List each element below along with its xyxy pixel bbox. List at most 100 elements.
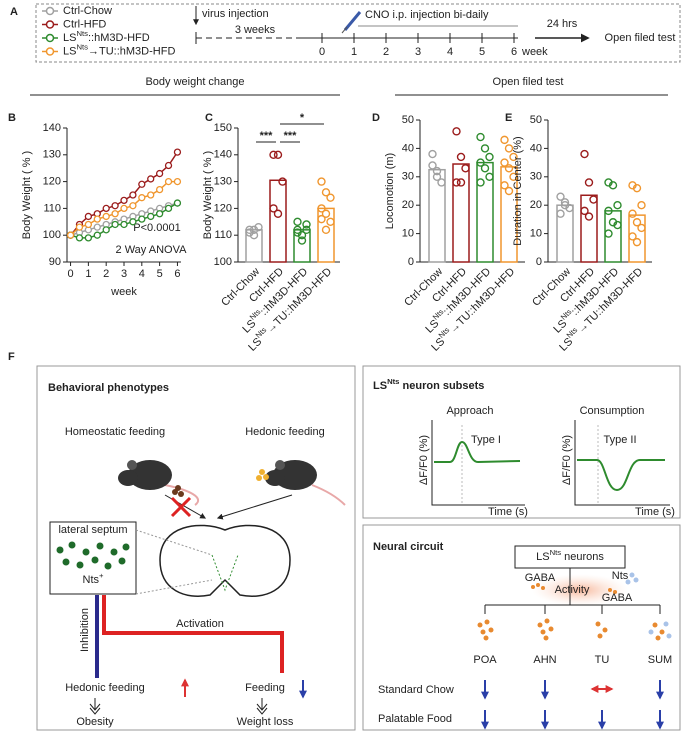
legend-marker	[45, 33, 55, 43]
data-point	[102, 226, 110, 234]
data-point	[84, 234, 93, 242]
data-point	[613, 200, 622, 210]
y-tick-label: 30	[530, 171, 542, 183]
data-point	[500, 158, 509, 167]
subsets-box	[362, 365, 681, 519]
data-point	[93, 215, 101, 223]
bar	[476, 161, 494, 263]
x-tick-label: 5	[157, 268, 163, 280]
timeline-tick-label: 5	[479, 46, 485, 58]
label: Approach	[446, 405, 493, 417]
data-point	[93, 231, 101, 239]
data-point	[147, 191, 155, 199]
data-point	[584, 178, 594, 187]
data-point	[302, 220, 311, 229]
activation-line	[102, 595, 284, 673]
label: Weight loss	[237, 716, 294, 728]
label: Type II	[603, 434, 636, 446]
data-point	[147, 212, 155, 221]
y-axis-label: Body Weight ( % )	[202, 151, 214, 239]
significance-label: ***	[284, 130, 298, 142]
data-point	[461, 164, 470, 173]
panel-letter: D	[372, 112, 380, 124]
y-tick-label: 150	[214, 122, 232, 134]
data-point	[613, 220, 622, 230]
legend-marker	[45, 47, 55, 56]
arrow	[216, 494, 293, 520]
timeline-label: 24 hrs	[547, 18, 578, 30]
data-point	[273, 209, 283, 218]
trace-axes	[431, 420, 670, 506]
data-point	[321, 209, 331, 218]
legend-marker	[45, 20, 55, 29]
legend-label: LSNts→TU::hM3D-HFD	[63, 42, 175, 57]
bar	[293, 229, 311, 263]
data-point	[66, 231, 75, 239]
y-tick-label: 140	[214, 149, 232, 161]
label: Nts	[612, 570, 629, 582]
label: Inhibition	[79, 608, 91, 652]
data-point	[84, 212, 93, 221]
x-tick-label: 1	[85, 268, 91, 280]
x-tick-label: 6	[174, 268, 180, 280]
data-point	[428, 149, 437, 159]
data-point	[637, 223, 646, 233]
data-point	[632, 237, 642, 247]
brain-outline	[159, 524, 291, 597]
data-point	[111, 202, 119, 210]
data-point	[500, 135, 509, 145]
label: Feeding	[245, 682, 285, 694]
data-point	[509, 172, 518, 182]
data-point	[456, 152, 466, 162]
data-point	[428, 161, 437, 170]
y-tick-label: 140	[43, 122, 61, 134]
timeline-tick-label: 6	[511, 46, 517, 58]
data-point	[321, 188, 331, 197]
data-point	[476, 158, 485, 167]
y-tick-label: 130	[214, 176, 232, 188]
data-point	[173, 199, 182, 207]
data-point	[129, 218, 137, 226]
data-point	[111, 220, 119, 229]
data-point	[155, 185, 164, 194]
label: Hedonic feeding	[245, 426, 325, 438]
data-point	[476, 178, 485, 187]
data-point	[138, 215, 146, 223]
timeline-label: virus injection	[202, 8, 269, 20]
data-point	[628, 232, 637, 241]
data-point	[608, 181, 618, 190]
data-point	[164, 177, 173, 186]
data-point	[129, 202, 137, 210]
data-point	[632, 183, 642, 193]
box-title: Neural circuit	[373, 541, 444, 553]
data-point	[485, 152, 494, 162]
panel-letter: C	[205, 112, 213, 124]
data-point	[297, 230, 307, 240]
data-point	[278, 177, 287, 186]
row-label: Standard Chow	[378, 684, 454, 696]
data-point	[485, 172, 494, 182]
data-point	[302, 225, 311, 235]
data-point	[138, 194, 146, 202]
data-point	[249, 225, 259, 235]
data-point	[254, 222, 263, 232]
data-point	[155, 210, 164, 218]
data-point	[120, 196, 128, 205]
y-tick-label: 110	[214, 229, 232, 241]
bar	[245, 229, 263, 263]
axis	[66, 128, 181, 263]
data-point	[476, 132, 485, 142]
section-title: Open filed test	[493, 76, 564, 88]
y-tick-label: 40	[402, 142, 414, 154]
syringe-icon	[341, 11, 362, 34]
label: Consumption	[580, 405, 645, 417]
data-point	[317, 214, 326, 224]
data-point	[628, 209, 637, 218]
zoom-line	[135, 579, 213, 595]
label: GABA	[602, 592, 633, 604]
timeline-tick-label: 0	[319, 46, 325, 58]
panel-letter: A	[10, 6, 18, 18]
label: Hedonic feeding	[65, 682, 145, 694]
y-tick-label: 100	[43, 229, 61, 241]
legend-label: Ctrl-Chow	[63, 5, 112, 17]
